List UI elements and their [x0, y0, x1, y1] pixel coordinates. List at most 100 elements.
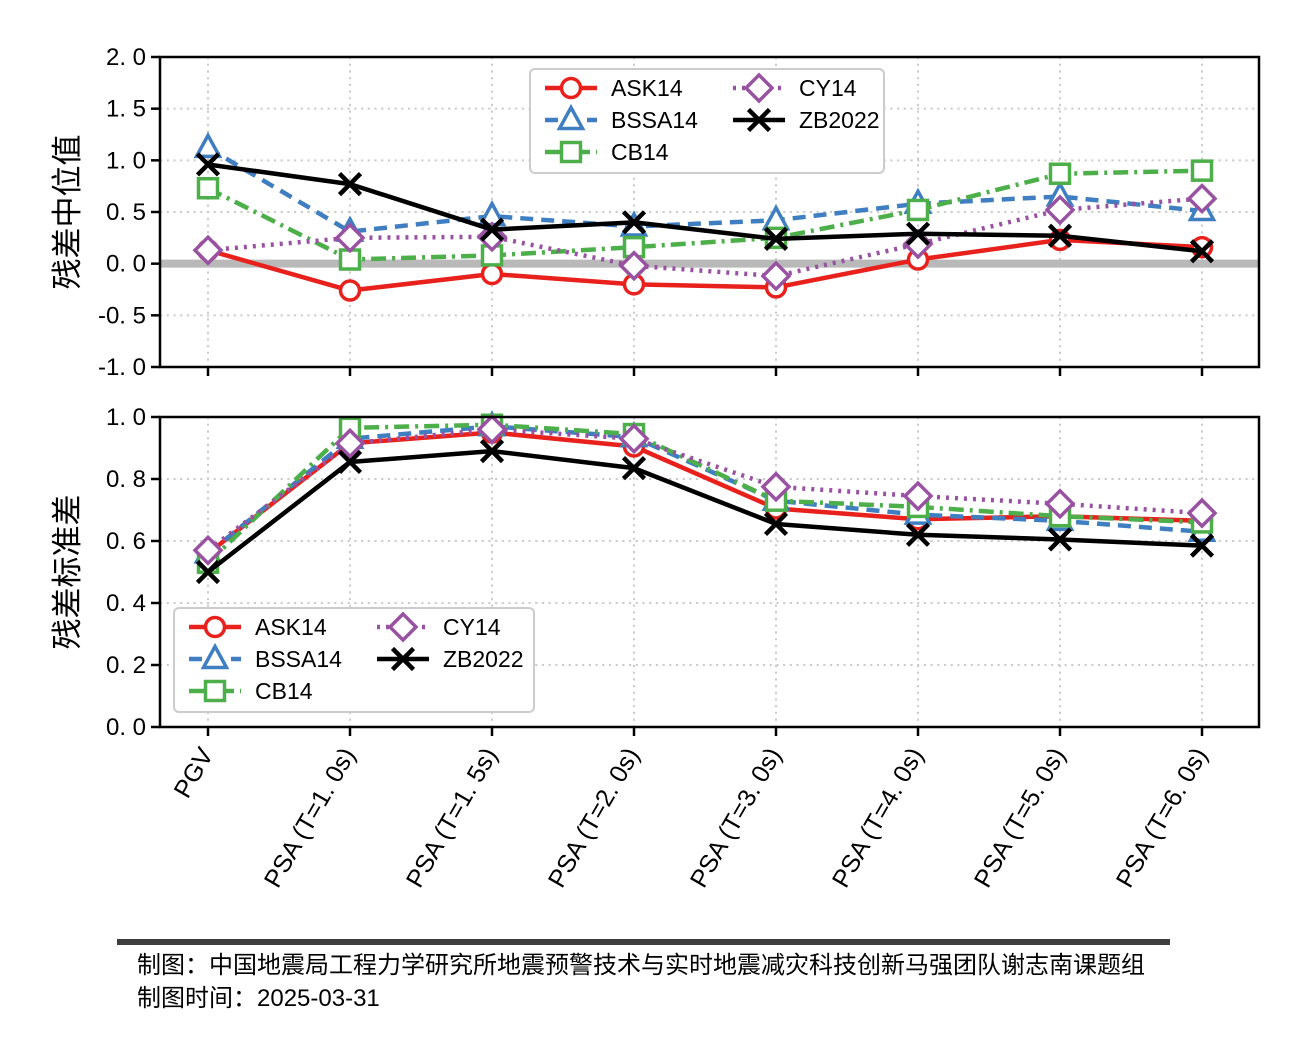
legend-entry-BSSA14: BSSA14 — [545, 103, 698, 133]
y-axis: 1. 0 0. 8 0. 6 0. 4 0. 2 0. 0 — [106, 404, 160, 741]
series-line — [206, 448, 1203, 574]
marker-ZB2022 — [621, 210, 647, 235]
x-tick-label: PSA (T=4. 0s) — [827, 743, 929, 892]
y-tick-label: -0. 5 — [98, 302, 146, 329]
legend-label: BSSA14 — [255, 646, 342, 672]
marker-CY14 — [618, 423, 650, 455]
y-tick-label: 0. 0 — [106, 251, 146, 278]
marker-CY14 — [334, 222, 366, 254]
legend-marker-ZB2022 — [390, 646, 416, 672]
y-tick-label: 0. 0 — [106, 714, 146, 741]
legend-marker-CY14 — [387, 611, 419, 643]
legend-entry-CB14: CB14 — [545, 139, 669, 165]
marker-CB14 — [196, 176, 220, 200]
marker-ZB2022 — [479, 439, 505, 464]
x-tick-label: PGV — [169, 743, 220, 803]
plot-std: 1. 0 0. 8 0. 6 0. 4 0. 2 0. 0 PGV PSA (T=1. 0s)… — [50, 404, 1261, 893]
y-tick-label: 0. 8 — [106, 466, 146, 493]
marker-CY14 — [1044, 488, 1076, 520]
marker-ZB2022 — [905, 221, 931, 246]
y-tick-label: 2. 0 — [106, 44, 146, 71]
legend-label: CB14 — [611, 139, 669, 165]
legend-label: ASK14 — [611, 75, 683, 101]
legend-label: ZB2022 — [799, 107, 880, 133]
legend-label: BSSA14 — [611, 107, 698, 133]
caption-divider — [117, 939, 1170, 945]
marker-ZB2022 — [195, 559, 221, 585]
marker-ASK14 — [480, 262, 504, 286]
x-tick-label: PSA (T=5. 0s) — [969, 743, 1071, 892]
marker-ZB2022 — [1189, 533, 1215, 558]
legend-entry-CY14: CY14 — [377, 611, 501, 643]
series-line — [206, 430, 1203, 556]
series-ZB2022 — [195, 152, 1215, 264]
legend-marker-BSSA14 — [200, 642, 230, 670]
marker-CY14 — [476, 413, 508, 445]
caption: 制图：中国地震局工程力学研究所地震预警技术与实时地震减灾科技创新马强团队谢志南课… — [137, 949, 1145, 1015]
legend-label: CY14 — [799, 75, 857, 101]
y-tick-label: 0. 4 — [106, 590, 146, 617]
marker-CB14 — [1048, 162, 1072, 186]
x-tick-label: PSA (T=1. 5s) — [401, 743, 503, 892]
series-ASK14 — [196, 228, 1214, 302]
legend-entry-ZB2022: ZB2022 — [377, 646, 524, 672]
x-axis — [206, 727, 1204, 736]
series-line — [207, 162, 1203, 254]
legend-marker-CY14 — [743, 72, 775, 104]
marker-ZB2022 — [337, 449, 363, 475]
legend: ASK14 BSSA14 CB14 CY14 ZB2022 — [529, 68, 885, 174]
marker-CB14 — [1190, 159, 1214, 182]
series-line — [206, 427, 1203, 553]
legend-label: ASK14 — [255, 614, 327, 640]
y-tick-label: 1. 0 — [106, 404, 146, 431]
legend-label: CY14 — [443, 614, 501, 640]
marker-CY14 — [760, 471, 792, 503]
marker-ZB2022 — [1047, 223, 1073, 248]
marker-ZB2022 — [905, 522, 931, 547]
plot-border — [158, 415, 1261, 729]
marker-CY14 — [192, 234, 224, 266]
legend-box — [173, 607, 535, 713]
legend-label: ZB2022 — [443, 646, 524, 672]
y-tick-label: 0. 6 — [106, 528, 146, 555]
legend-marker-BSSA14 — [556, 103, 586, 131]
legend-marker-CB14 — [203, 679, 227, 703]
y-tick-label: 1. 0 — [106, 147, 146, 174]
marker-CY14 — [1186, 183, 1218, 215]
legend-label: CB14 — [255, 678, 313, 704]
legend-entry-CY14: CY14 — [733, 72, 857, 104]
x-tick-labels: PGV PSA (T=1. 0s) PSA (T=1. 5s) PSA (T=2. 0… — [169, 743, 1214, 893]
legend-marker-CB14 — [559, 140, 583, 164]
series-line — [207, 196, 1203, 279]
marker-ZB2022 — [621, 456, 647, 481]
legend-entry-BSSA14: BSSA14 — [189, 642, 342, 672]
marker-CY14 — [1044, 194, 1076, 226]
series-line — [206, 424, 1203, 556]
x-tick-label: PSA (T=1. 0s) — [259, 743, 361, 892]
caption-credit: 制图：中国地震局工程力学研究所地震预警技术与实时地震减灾科技创新马强团队谢志南课… — [137, 952, 1145, 979]
marker-ASK14 — [338, 279, 362, 302]
legend-entry-ZB2022: ZB2022 — [733, 107, 880, 133]
marker-ZB2022 — [763, 511, 789, 537]
y-tick-label: -1. 0 — [98, 354, 146, 381]
marker-ZB2022 — [763, 226, 789, 251]
marker-BSSA14 — [193, 131, 223, 159]
marker-ZB2022 — [337, 172, 363, 197]
series-line — [207, 237, 1203, 293]
marker-ZB2022 — [479, 217, 505, 242]
legend-box — [529, 68, 885, 174]
marker-CY14 — [1186, 497, 1218, 529]
y-tick-label: 0. 5 — [106, 199, 146, 226]
marker-CY14 — [618, 250, 650, 282]
y-tick-label: 0. 2 — [106, 652, 146, 679]
legend-marker-ASK14 — [203, 615, 227, 639]
y-tick-label: 1. 5 — [106, 96, 146, 123]
series-CY14 — [192, 413, 1218, 566]
marker-CY14 — [902, 480, 934, 512]
series-ZB2022 — [195, 439, 1215, 585]
y-axis-title: 残差中位值 — [50, 135, 85, 290]
caption-date: 制图时间：2025-03-31 — [137, 985, 380, 1012]
legend-entry-CB14: CB14 — [189, 678, 313, 704]
